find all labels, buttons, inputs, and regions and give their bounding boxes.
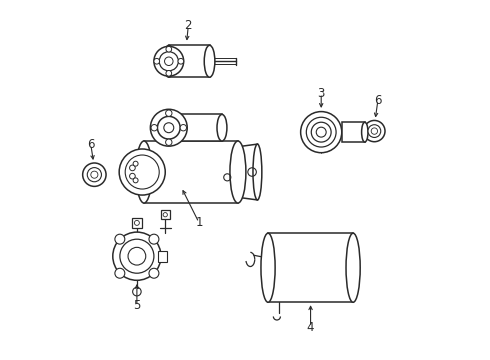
Bar: [144, 141, 238, 203]
Circle shape: [180, 125, 187, 131]
Circle shape: [154, 46, 184, 76]
Ellipse shape: [136, 141, 152, 203]
Ellipse shape: [346, 233, 360, 302]
Circle shape: [166, 46, 172, 52]
Circle shape: [129, 165, 135, 171]
Text: 1: 1: [195, 216, 203, 229]
Circle shape: [154, 58, 160, 64]
Text: 4: 4: [307, 321, 314, 334]
Ellipse shape: [164, 114, 174, 141]
Circle shape: [149, 268, 159, 278]
Ellipse shape: [362, 122, 368, 142]
Ellipse shape: [164, 45, 174, 77]
Circle shape: [166, 110, 172, 116]
Circle shape: [129, 173, 135, 179]
Circle shape: [301, 112, 342, 153]
Circle shape: [364, 121, 385, 142]
Circle shape: [151, 125, 157, 131]
Circle shape: [178, 58, 184, 64]
Bar: [268, 233, 353, 302]
Polygon shape: [234, 144, 257, 200]
Circle shape: [166, 71, 172, 76]
Circle shape: [120, 239, 154, 273]
Ellipse shape: [253, 144, 262, 200]
Circle shape: [83, 163, 106, 186]
Ellipse shape: [261, 233, 275, 302]
Circle shape: [368, 125, 381, 138]
Text: 5: 5: [133, 299, 141, 312]
Bar: [342, 122, 365, 142]
Text: 6: 6: [374, 94, 382, 107]
Circle shape: [150, 109, 187, 146]
Circle shape: [165, 57, 173, 66]
Text: 2: 2: [185, 19, 192, 32]
Circle shape: [157, 116, 180, 139]
Text: 6: 6: [87, 138, 95, 151]
Circle shape: [115, 234, 125, 244]
Bar: [132, 218, 142, 228]
Circle shape: [166, 139, 172, 145]
Circle shape: [113, 232, 161, 280]
Circle shape: [119, 149, 165, 195]
Circle shape: [87, 168, 101, 182]
Circle shape: [133, 161, 138, 166]
Ellipse shape: [204, 45, 215, 77]
Ellipse shape: [217, 114, 227, 141]
Circle shape: [306, 117, 336, 147]
Bar: [161, 210, 170, 219]
Bar: [169, 45, 210, 77]
Polygon shape: [158, 251, 167, 261]
Ellipse shape: [230, 141, 246, 203]
Text: 3: 3: [318, 87, 325, 100]
Circle shape: [125, 155, 159, 189]
Circle shape: [159, 52, 178, 71]
Circle shape: [133, 178, 138, 183]
Bar: [169, 114, 222, 141]
Circle shape: [149, 234, 159, 244]
Circle shape: [311, 122, 331, 142]
Circle shape: [115, 268, 125, 278]
Circle shape: [164, 123, 174, 133]
